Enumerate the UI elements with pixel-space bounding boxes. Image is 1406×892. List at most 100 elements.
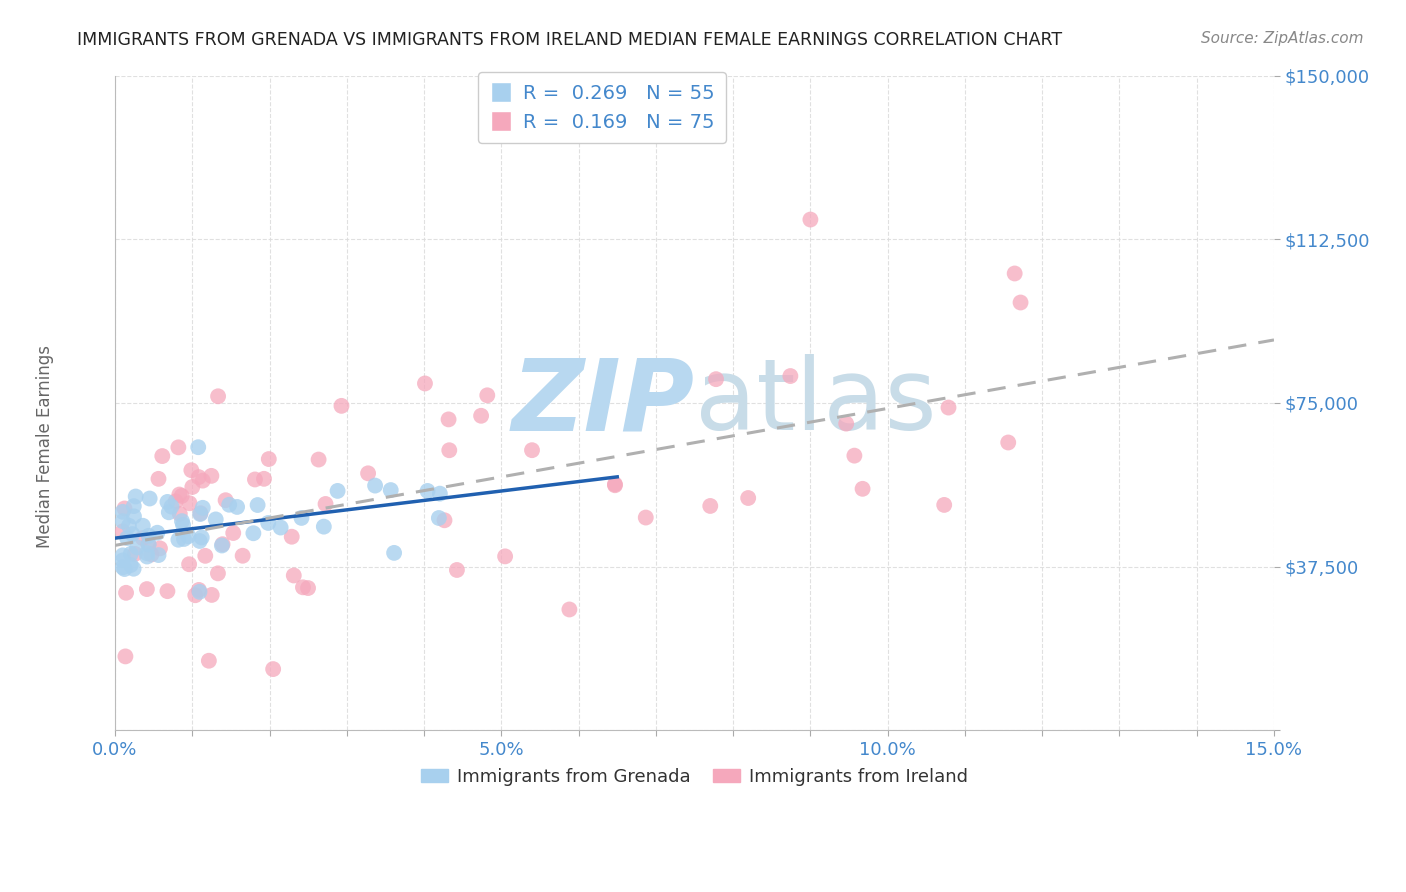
Point [380,483,402,497]
Point [179,496,201,510]
Point [297,581,319,595]
Point [439,443,461,458]
Point [308,452,330,467]
Point [437,412,460,426]
Text: IMMIGRANTS FROM GRENADA VS IMMIGRANTS FROM IRELAND MEDIAN FEMALE EARNINGS CORREL: IMMIGRANTS FROM GRENADA VS IMMIGRANTS FR… [77,31,1063,49]
Point [138,537,160,551]
Point [111,560,134,574]
Point [136,546,159,560]
Point [222,526,245,541]
Point [156,584,179,599]
Point [132,518,155,533]
Point [191,500,214,515]
Point [169,507,191,521]
Point [315,497,337,511]
Point [181,480,204,494]
Point [330,399,353,413]
Point [135,582,157,596]
Point [146,525,169,540]
Point [111,549,134,563]
Point [253,472,276,486]
Point [173,532,195,546]
Point [169,487,191,501]
Point [382,546,405,560]
Point [326,483,349,498]
Point [198,654,221,668]
Point [997,435,1019,450]
Point [704,372,727,386]
Point [127,541,149,555]
Point [188,507,211,521]
Point [446,563,468,577]
Point [149,541,172,556]
Point [165,494,187,508]
Point [157,505,180,519]
Point [114,562,136,576]
Point [280,530,302,544]
Point [364,478,387,492]
Point [170,489,193,503]
Point [190,506,212,520]
Point [470,409,492,423]
Point [160,500,183,514]
Point [190,531,212,545]
Point [211,537,233,551]
Point [938,401,960,415]
Point [156,495,179,509]
Point [433,513,456,527]
Point [232,549,254,563]
Point [172,518,194,533]
Point [257,516,280,530]
Point [290,511,312,525]
Point [207,566,229,581]
Point [122,562,145,576]
Point [779,369,801,384]
Point [558,602,581,616]
Point [148,472,170,486]
Point [122,499,145,513]
Point [416,483,439,498]
Point [603,478,626,492]
Point [737,491,759,505]
Point [283,568,305,582]
Point [413,376,436,391]
Point [1004,267,1026,281]
Point [226,500,249,514]
Point [111,514,134,528]
Point [603,477,626,491]
Point [124,490,146,504]
Point [187,440,209,454]
Point [177,529,200,543]
Point [799,212,821,227]
Point [138,491,160,506]
Point [262,662,284,676]
Point [520,443,543,458]
Point [167,441,190,455]
Legend: Immigrants from Grenada, Immigrants from Ireland: Immigrants from Grenada, Immigrants from… [413,761,974,793]
Point [114,501,136,516]
Text: atlas: atlas [695,354,936,451]
Point [138,537,160,551]
Point [291,580,314,594]
Point [257,452,280,467]
Point [150,449,173,463]
Point [851,482,873,496]
Point [167,533,190,547]
Point [115,531,138,545]
Point [634,510,657,524]
Point [121,527,143,541]
Point [136,549,159,564]
Point [170,514,193,528]
Text: ZIP: ZIP [512,354,695,451]
Point [246,498,269,512]
Text: Source: ZipAtlas.com: Source: ZipAtlas.com [1201,31,1364,46]
Point [357,467,380,481]
Point [187,470,209,484]
Point [242,526,264,541]
Text: Median Female Earnings: Median Female Earnings [37,344,53,548]
Point [427,511,450,525]
Point [494,549,516,564]
Point [699,499,721,513]
Point [111,524,134,539]
Point [207,389,229,403]
